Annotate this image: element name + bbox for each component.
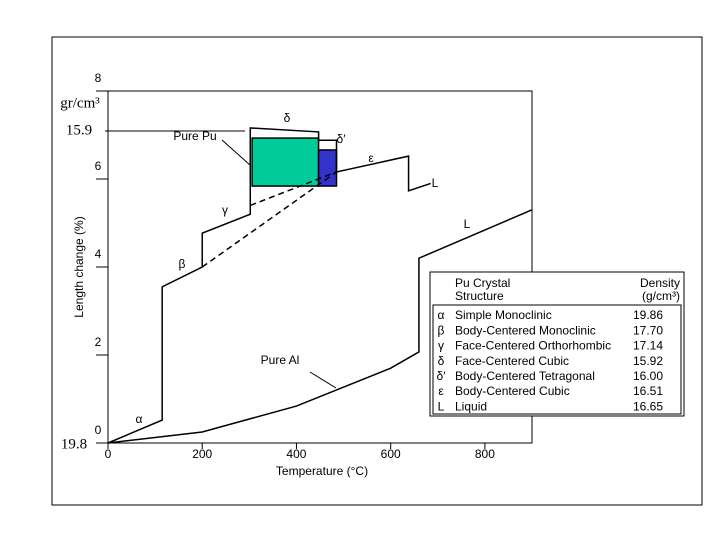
table-symbol: β bbox=[438, 323, 445, 337]
table-structure: Body-Centered Monoclinic bbox=[455, 323, 596, 337]
legend-table bbox=[429, 271, 685, 417]
legend-table-body bbox=[432, 304, 682, 415]
annotation: 19.8 bbox=[61, 436, 87, 452]
series-line bbox=[250, 171, 337, 207]
x-tick-label: 600 bbox=[381, 447, 401, 461]
table-symbol: L bbox=[438, 399, 445, 413]
table-header: Pu Crystal bbox=[455, 276, 510, 290]
table-symbol: δ bbox=[438, 354, 445, 368]
table-header: (g/cm³) bbox=[642, 289, 680, 303]
annotation: L bbox=[432, 176, 439, 190]
y-tick-label: 0 bbox=[95, 423, 102, 437]
table-symbol: ε bbox=[438, 384, 444, 398]
annotation: ε bbox=[368, 151, 374, 165]
annotation: γ bbox=[222, 203, 228, 217]
table-structure: Simple Monoclinic bbox=[455, 308, 552, 322]
table-structure: Liquid bbox=[455, 399, 487, 413]
table-symbol: α bbox=[438, 308, 445, 322]
leader-line bbox=[221, 139, 251, 166]
y-tick-label: 2 bbox=[95, 335, 102, 349]
leader-line bbox=[309, 371, 337, 389]
table-header: Structure bbox=[455, 289, 504, 303]
y-axis-label: Length change (%) bbox=[72, 216, 86, 317]
x-tick-label: 200 bbox=[192, 447, 212, 461]
series-line bbox=[107, 127, 431, 444]
x-tick-label: 800 bbox=[475, 447, 495, 461]
series-line bbox=[107, 209, 533, 444]
table-structure: Body-Centered Tetragonal bbox=[455, 369, 595, 383]
table-header: Density bbox=[640, 276, 680, 290]
x-axis-label: Temperature (°C) bbox=[276, 464, 368, 478]
table-symbol: γ bbox=[438, 339, 444, 353]
figure-frame bbox=[51, 36, 703, 506]
annotation: δ′ bbox=[337, 132, 347, 146]
table-structure: Body-Centered Cubic bbox=[455, 384, 570, 398]
annotation: Pure Pu bbox=[173, 129, 216, 143]
annotation: β bbox=[179, 257, 186, 271]
annotation: Pure Al bbox=[261, 353, 300, 367]
x-tick-label: 400 bbox=[286, 447, 306, 461]
x-tick-label: 0 bbox=[105, 447, 112, 461]
table-density: 16.00 bbox=[633, 369, 663, 383]
phase-box bbox=[317, 149, 338, 187]
table-density: 17.14 bbox=[633, 339, 663, 353]
phase-box bbox=[251, 137, 320, 187]
annotation: 15.9 bbox=[66, 122, 92, 138]
table-structure: Face-Centered Cubic bbox=[455, 354, 569, 368]
table-density: 19.86 bbox=[633, 308, 663, 322]
table-structure: Face-Centered Orthorhombic bbox=[455, 339, 611, 353]
y-tick-label: 8 bbox=[95, 71, 102, 85]
y-tick-label: 6 bbox=[95, 159, 102, 173]
table-density: 16.65 bbox=[633, 399, 663, 413]
annotation: gr/cm³ bbox=[60, 95, 100, 111]
table-symbol: δ′ bbox=[437, 369, 447, 383]
table-density: 16.51 bbox=[633, 384, 663, 398]
annotation: δ bbox=[284, 111, 291, 125]
series-line bbox=[201, 171, 337, 268]
table-density: 17.70 bbox=[633, 323, 663, 337]
annotation: α bbox=[136, 412, 143, 426]
annotation: L bbox=[464, 217, 471, 231]
y-tick-label: 4 bbox=[95, 247, 102, 261]
table-density: 15.92 bbox=[633, 354, 663, 368]
